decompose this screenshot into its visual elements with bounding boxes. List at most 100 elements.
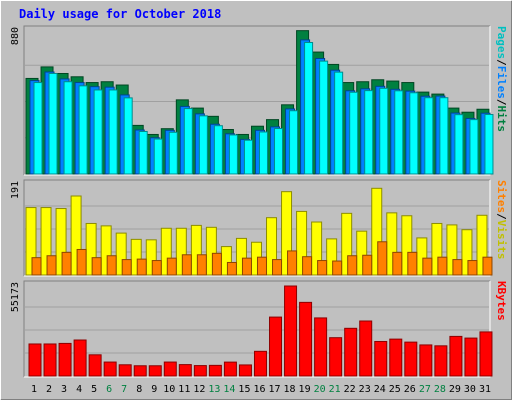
bar-kbytes-day-29 <box>449 335 463 377</box>
bar-kbytes-day-11 <box>178 364 192 377</box>
bar-pages-day-20 <box>319 60 329 175</box>
x-tick-label-day-1: 1 <box>31 384 37 395</box>
bar-sites-day-11 <box>181 254 192 276</box>
plot-area-shadow <box>23 179 490 276</box>
bar-pages-day-11 <box>183 108 193 175</box>
bar-pages-day-14 <box>228 134 238 175</box>
bar-pages-day-30 <box>469 119 479 175</box>
scale-label-3: 55173 <box>10 282 21 312</box>
x-tick-label-day-16: 16 <box>253 384 265 395</box>
bar-pages-day-5 <box>93 89 103 175</box>
x-tick-label-day-25: 25 <box>389 384 401 395</box>
bar-visits-day-19 <box>296 210 308 276</box>
plot-area-shadow <box>23 25 490 175</box>
bar-pages-day-28 <box>439 97 449 175</box>
bar-visits-day-4 <box>70 195 82 276</box>
bar-kbytes-day-25 <box>389 338 403 377</box>
scale-label-1: 880 <box>10 27 21 45</box>
bar-visits-day-12 <box>190 224 202 276</box>
bar-kbytes-day-26 <box>404 341 418 377</box>
bar-pages-day-16 <box>258 131 268 175</box>
bar-kbytes-day-19 <box>299 301 313 377</box>
legend-part: Hits <box>495 106 508 133</box>
bar-pages-day-8 <box>138 130 148 175</box>
bar-kbytes-day-13 <box>208 364 222 377</box>
x-tick-label-day-27: 27 <box>419 384 431 395</box>
x-tick-label-day-11: 11 <box>178 384 190 395</box>
bar-pages-day-24 <box>379 87 389 175</box>
x-tick-label-day-4: 4 <box>76 384 82 395</box>
bar-sites-day-10 <box>166 257 177 276</box>
bar-sites-day-19 <box>302 256 313 276</box>
bar-sites-day-12 <box>196 254 207 276</box>
bar-visits-day-23 <box>356 230 368 276</box>
bar-pages-day-27 <box>424 97 434 175</box>
bar-kbytes-day-3 <box>58 342 72 377</box>
bar-visits-day-17 <box>266 217 278 276</box>
bar-visits-day-15 <box>235 237 247 276</box>
x-tick-label-day-21: 21 <box>329 384 341 395</box>
bar-pages-day-31 <box>484 114 494 175</box>
chart-title: Daily usage for October 2018 <box>19 7 221 21</box>
bar-visits-day-31 <box>476 214 488 276</box>
plot-area-shadow <box>23 280 490 377</box>
scale-label-2: 191 <box>10 181 21 199</box>
bar-kbytes-day-30 <box>464 337 478 377</box>
bar-kbytes-day-20 <box>314 317 328 377</box>
bar-visits-day-9 <box>145 239 157 276</box>
bar-kbytes-day-18 <box>284 285 298 377</box>
x-tick-label-day-3: 3 <box>61 384 67 395</box>
bar-pages-day-21 <box>334 71 344 175</box>
bar-sites-day-2 <box>46 255 57 276</box>
bar-sites-day-7 <box>121 259 132 276</box>
bar-visits-day-11 <box>175 227 187 276</box>
legend-part: Pages <box>495 26 508 59</box>
bar-sites-day-26 <box>407 251 418 276</box>
bar-kbytes-day-1 <box>28 343 42 377</box>
bar-sites-day-27 <box>422 257 433 276</box>
bar-pages-day-6 <box>108 89 118 175</box>
bar-kbytes-day-16 <box>253 350 267 377</box>
bar-pages-day-13 <box>213 125 223 175</box>
bar-visits-day-26 <box>401 215 413 276</box>
bar-visits-day-30 <box>461 229 473 276</box>
plot-area-highlight <box>24 26 491 176</box>
bar-pages-day-29 <box>454 114 464 175</box>
bar-sites-day-25 <box>392 251 403 276</box>
legend-label-1: Pages/Files/Hits <box>495 26 508 132</box>
bar-pages-day-15 <box>243 139 253 175</box>
bar-visits-day-20 <box>311 221 323 276</box>
bar-sites-day-16 <box>256 256 267 276</box>
bar-visits-day-6 <box>100 225 112 276</box>
bar-visits-day-24 <box>371 187 383 276</box>
bar-sites-day-20 <box>317 260 328 276</box>
bar-kbytes-day-23 <box>359 320 373 377</box>
x-tick-label-day-22: 22 <box>344 384 356 395</box>
x-tick-label-day-8: 8 <box>136 384 142 395</box>
legend-part: / <box>495 213 508 220</box>
x-tick-label-day-2: 2 <box>46 384 52 395</box>
bar-pages-day-3 <box>63 81 73 175</box>
bar-visits-day-13 <box>205 226 217 276</box>
bar-visits-day-21 <box>326 238 338 276</box>
x-tick-label-day-30: 30 <box>464 384 476 395</box>
x-tick-label-day-24: 24 <box>374 384 386 395</box>
legend-label-3: KBytes <box>495 281 508 321</box>
legend-part: Visits <box>495 220 508 260</box>
bar-kbytes-day-31 <box>479 331 493 377</box>
bar-kbytes-day-27 <box>419 344 433 377</box>
bar-visits-day-22 <box>341 212 353 276</box>
legend-part: KBytes <box>495 281 508 321</box>
bar-sites-day-30 <box>467 260 478 276</box>
bar-sites-day-22 <box>347 255 358 276</box>
bar-sites-day-3 <box>61 251 72 276</box>
legend-part: Sites <box>495 180 508 213</box>
x-tick-label-day-26: 26 <box>404 384 416 395</box>
bar-sites-day-13 <box>211 252 222 276</box>
bar-kbytes-day-15 <box>238 364 252 377</box>
bar-pages-day-18 <box>289 110 299 175</box>
bar-sites-day-17 <box>272 259 283 276</box>
